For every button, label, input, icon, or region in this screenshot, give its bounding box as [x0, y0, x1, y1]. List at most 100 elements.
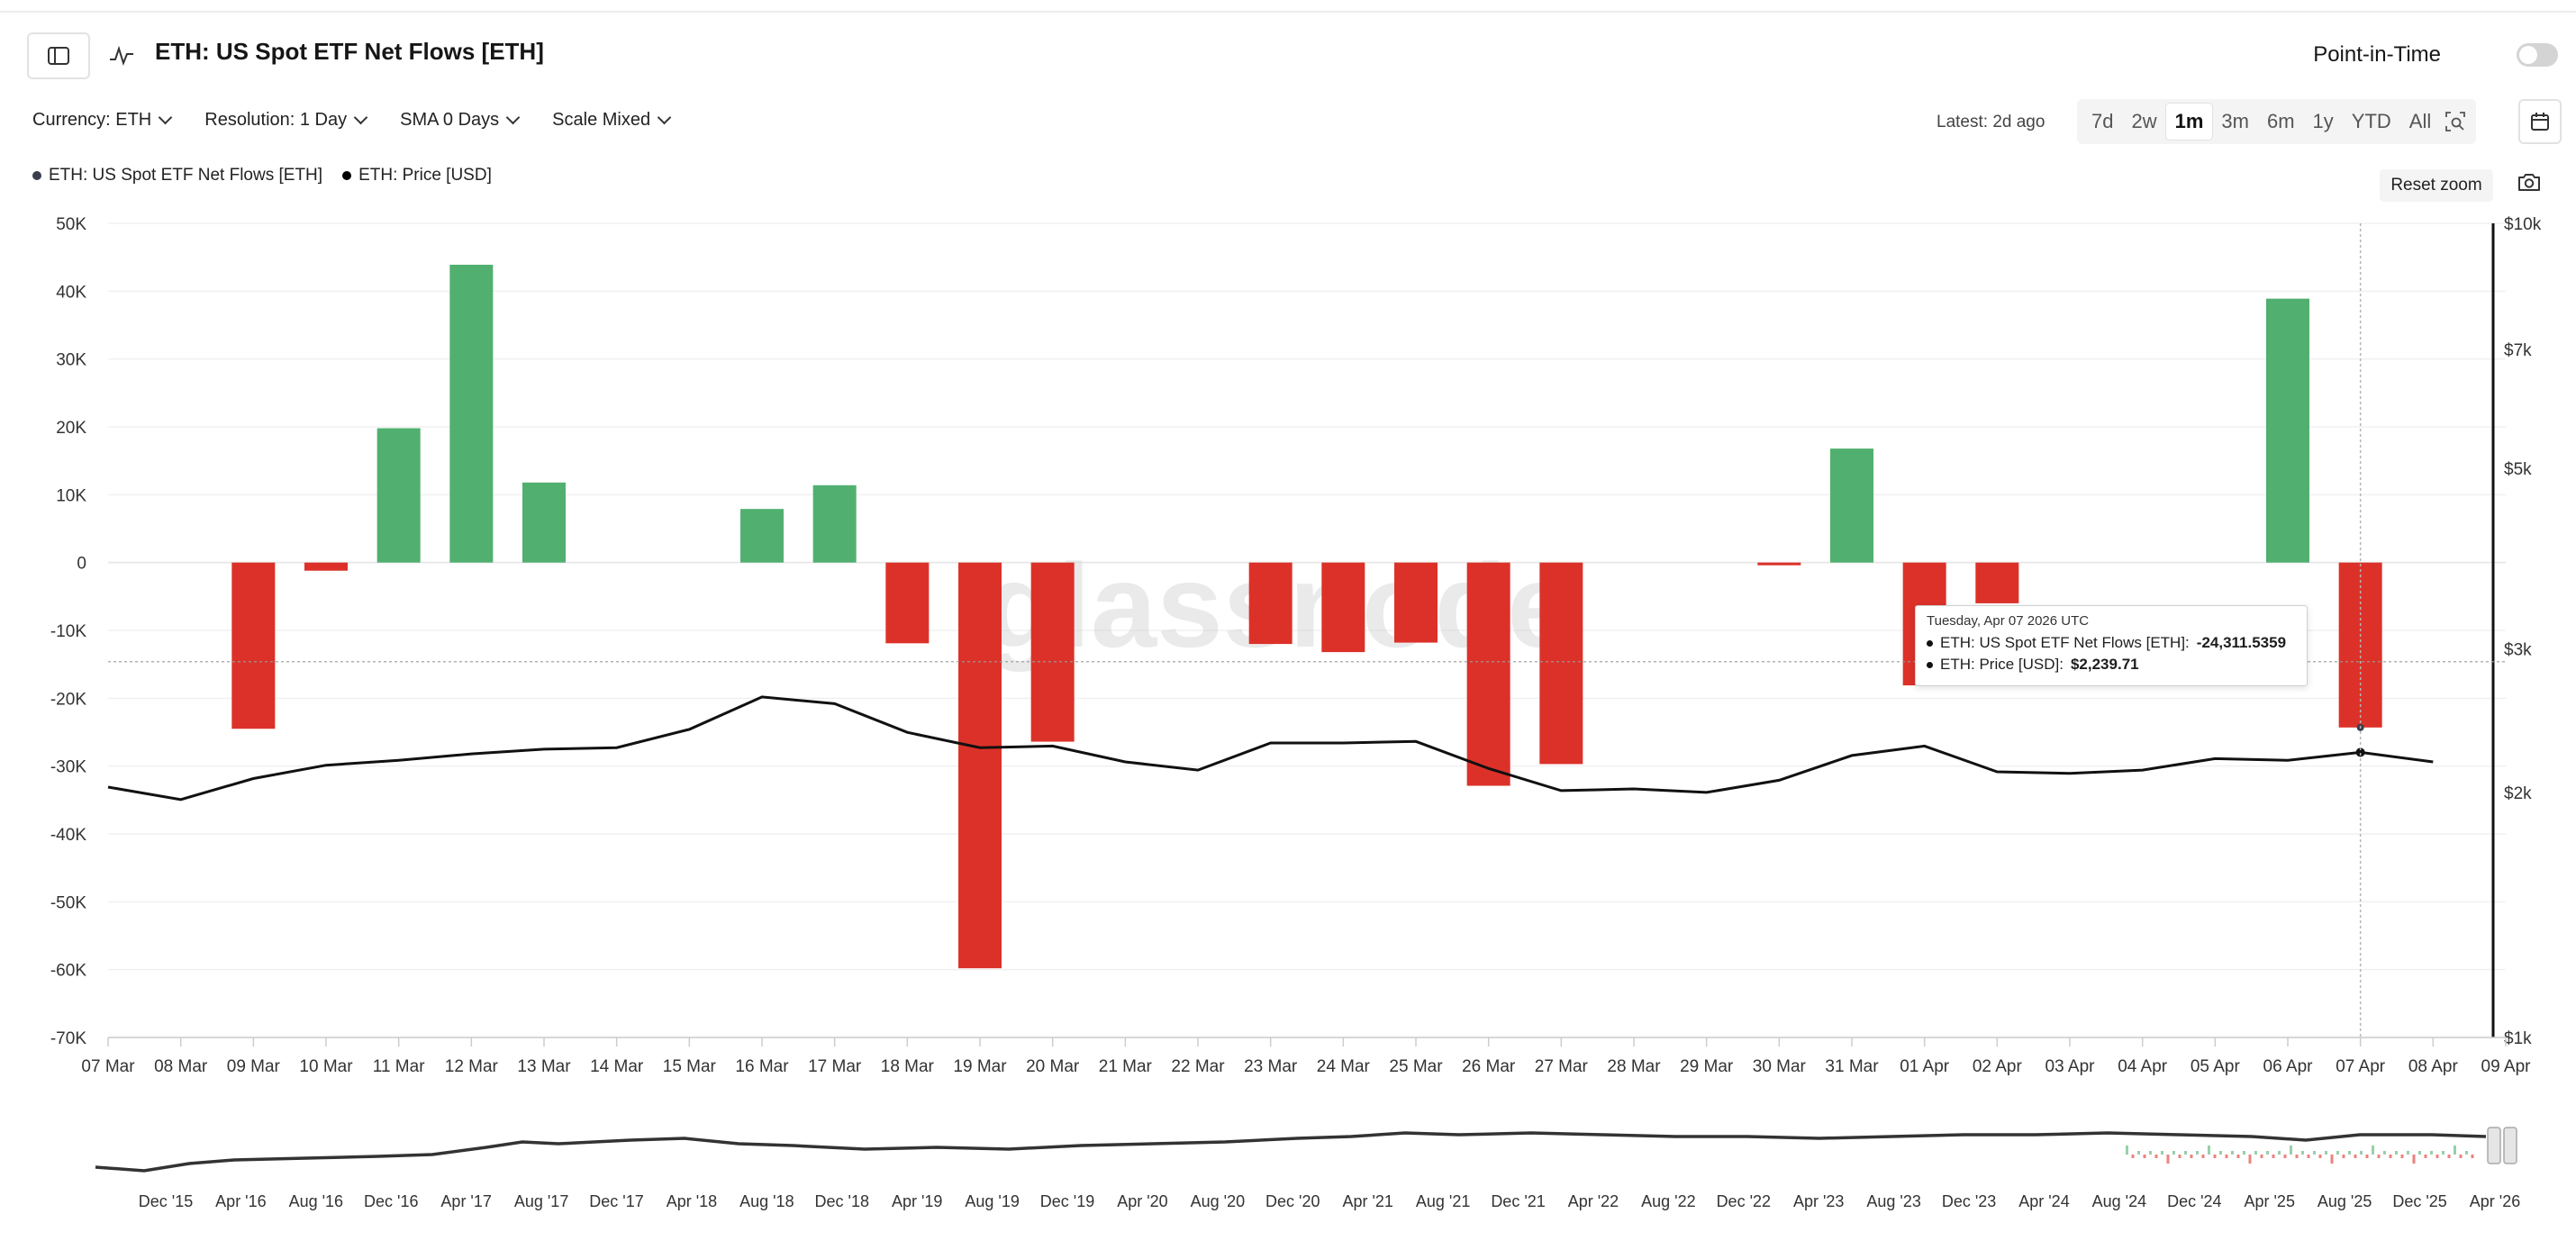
range-ytd[interactable]: YTD: [2351, 110, 2391, 132]
navigator-flow-mark: [2301, 1151, 2304, 1155]
navigator-flow-mark: [2360, 1151, 2363, 1155]
flow-bar[interactable]: [958, 562, 1002, 969]
tooltip-price-label: ETH: Price [USD]:: [1940, 656, 2064, 673]
filter-bar: Currency: ETH Resolution: 1 Day SMA 0 Da…: [32, 110, 672, 131]
flow-bar[interactable]: [740, 509, 784, 563]
chevron-down-icon: [505, 110, 521, 125]
y-left-tick-label: -40K: [50, 826, 86, 845]
navigator-tick-label: Apr '20: [1117, 1192, 1167, 1210]
navigator-flow-mark: [2454, 1146, 2456, 1155]
navigator-flow-mark: [2278, 1151, 2281, 1155]
legend-dot: [342, 171, 352, 180]
calendar-button[interactable]: [2518, 99, 2562, 144]
y-left-tick-label: -50K: [50, 893, 86, 912]
range-3m[interactable]: 3m: [2221, 110, 2249, 132]
navigator-flow-mark: [2154, 1155, 2158, 1158]
x-tick-label: 02 Apr: [1973, 1057, 2023, 1076]
flow-bar[interactable]: [304, 562, 348, 571]
navigator[interactable]: Dec '15 Apr '16 Aug '16 Dec '16 Apr '17 Aug '…: [95, 1115, 2520, 1210]
navigator-flow-mark: [2465, 1151, 2468, 1155]
flow-bar[interactable]: [2338, 562, 2382, 728]
flow-bar[interactable]: [376, 428, 421, 563]
scale-select[interactable]: Scale Mixed: [552, 110, 672, 131]
navigator-flow-mark: [2236, 1155, 2240, 1158]
flow-bar[interactable]: [449, 264, 494, 563]
reset-zoom-button[interactable]: Reset zoom: [2380, 169, 2493, 202]
navigator-tick-label: Dec '25: [2392, 1192, 2446, 1210]
navigator-flow-mark: [2126, 1146, 2128, 1155]
y-right-tick-label: $2k: [2504, 784, 2532, 803]
navigator-flow-mark: [2283, 1155, 2287, 1158]
flow-bar[interactable]: [812, 485, 857, 563]
scale-label: Scale Mixed: [552, 110, 651, 130]
price-line[interactable]: [107, 695, 2434, 802]
legend-item-flows[interactable]: ETH: US Spot ETF Net Flows [ETH]: [32, 166, 322, 186]
sma-select[interactable]: SMA 0 Days: [400, 110, 521, 131]
navigator-flow-mark: [2190, 1155, 2193, 1158]
navigator-flow-mark: [2442, 1151, 2444, 1155]
flow-bar[interactable]: [885, 562, 930, 644]
x-tick-label: 12 Mar: [445, 1057, 499, 1076]
sidebar-icon: [48, 47, 69, 65]
navigator-flow-mark: [2313, 1151, 2316, 1155]
y-left-tick-label: 20K: [56, 419, 86, 438]
navigator-handle-left[interactable]: [2487, 1127, 2501, 1164]
chart-tooltip: Tuesday, Apr 07 2026 UTC ETH: US Spot ET…: [1915, 605, 2308, 686]
flow-bar[interactable]: [1539, 562, 1583, 765]
navigator-flow-mark: [2459, 1155, 2463, 1158]
flow-highlight-point: [2356, 723, 2364, 731]
x-tick-label: 07 Mar: [81, 1057, 135, 1076]
navigator-tick-label: Dec '20: [1265, 1192, 1320, 1210]
navigator-tick-label: Aug '22: [1641, 1192, 1696, 1210]
chevron-down-icon: [657, 110, 672, 125]
flow-bar[interactable]: [1321, 562, 1365, 653]
navigator-tick-label: Apr '17: [440, 1192, 491, 1210]
flow-bar[interactable]: [522, 482, 566, 563]
navigator-flow-mark: [2178, 1155, 2181, 1158]
x-tick-label: 09 Apr: [2481, 1057, 2532, 1076]
range-all[interactable]: All: [2408, 110, 2432, 132]
x-tick-label: 25 Mar: [1389, 1057, 1443, 1076]
sidebar-toggle-button[interactable]: [27, 32, 90, 79]
range-1m[interactable]: 1m: [2165, 104, 2213, 140]
navigator-tick-label: Aug '17: [514, 1192, 569, 1210]
flow-bar[interactable]: [1466, 562, 1510, 786]
zoom-select-button[interactable]: [2440, 104, 2471, 140]
y-right-tick-label: $3k: [2504, 641, 2532, 660]
point-in-time-toggle[interactable]: [2517, 43, 2558, 67]
legend-item-price[interactable]: ETH: Price [USD]: [342, 166, 492, 186]
flow-bar[interactable]: [2266, 298, 2309, 563]
currency-select[interactable]: Currency: ETH: [32, 110, 173, 131]
screenshot-button[interactable]: [2517, 171, 2542, 197]
range-7d[interactable]: 7d: [2091, 110, 2114, 132]
flow-bar[interactable]: [1248, 562, 1293, 645]
navigator-tick-label: Aug '25: [2317, 1192, 2372, 1210]
navigator-tick-label: Apr '24: [2018, 1192, 2069, 1210]
x-tick-label: 05 Apr: [2191, 1057, 2241, 1076]
calendar-icon: [2531, 113, 2549, 131]
flow-bar[interactable]: [1394, 562, 1438, 643]
navigator-flow-mark: [2272, 1155, 2275, 1158]
range-6m[interactable]: 6m: [2266, 110, 2295, 132]
navigator-flow-mark: [2307, 1155, 2310, 1158]
navigator-tick-label: Dec '23: [1942, 1192, 1996, 1210]
flow-bar[interactable]: [1830, 448, 1873, 563]
flow-bar[interactable]: [231, 562, 276, 729]
navigator-tick-label: Apr '16: [215, 1192, 266, 1210]
y-left-tick-label: 40K: [56, 283, 86, 302]
flow-bar[interactable]: [1030, 562, 1075, 742]
flow-bar[interactable]: [1975, 562, 2019, 603]
x-tick-label: 29 Mar: [1680, 1057, 1734, 1076]
navigator-flow-mark: [2260, 1155, 2263, 1158]
x-tick-label: 31 Mar: [1825, 1057, 1879, 1076]
navigator-handle-right[interactable]: [2503, 1127, 2517, 1164]
navigator-flow-mark: [2435, 1155, 2439, 1158]
range-1y[interactable]: 1y: [2312, 110, 2334, 132]
navigator-flow-mark: [2161, 1151, 2163, 1155]
flow-bar[interactable]: [1757, 562, 1801, 566]
latest-update-text: Latest: 2d ago: [1937, 113, 2045, 131]
navigator-flow-mark: [2213, 1155, 2217, 1158]
navigator-tick-label: Dec '21: [1491, 1192, 1545, 1210]
range-2w[interactable]: 2w: [2131, 110, 2157, 132]
resolution-select[interactable]: Resolution: 1 Day: [204, 110, 368, 131]
